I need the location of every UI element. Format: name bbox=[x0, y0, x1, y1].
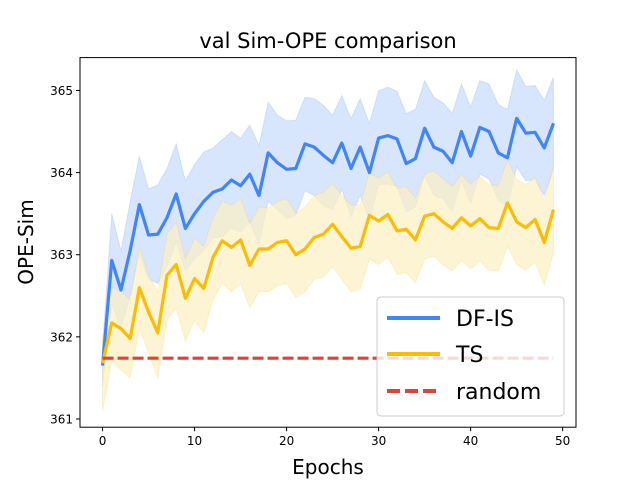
x-tick-label: 20 bbox=[279, 434, 294, 448]
plot-area: 0 10 20 30 40 50 361 362 363 364 365 bbox=[50, 57, 577, 448]
y-axis-label: OPE-Sim bbox=[14, 199, 38, 284]
x-axis-label: Epochs bbox=[292, 455, 364, 479]
series-line-ts bbox=[100, 201, 555, 364]
series-line-df-is bbox=[100, 116, 555, 366]
y-tick-label: 363 bbox=[50, 248, 73, 262]
y-tick-label: 361 bbox=[50, 412, 73, 426]
legend-label-random: random bbox=[456, 380, 541, 405]
y-tick-label: 364 bbox=[50, 166, 73, 180]
legend-box bbox=[376, 296, 565, 417]
y-tick-label: 365 bbox=[50, 84, 73, 98]
x-axis-ticks: 0 10 20 30 40 50 bbox=[99, 427, 570, 448]
plot-frame bbox=[79, 57, 577, 428]
x-tick-label: 10 bbox=[187, 434, 202, 448]
legend-label-ts: TS bbox=[455, 343, 483, 368]
legend-label-df-is: DF-IS bbox=[456, 307, 514, 332]
band-ts bbox=[102, 158, 554, 411]
y-tick-label: 362 bbox=[50, 330, 73, 344]
x-tick-label: 50 bbox=[555, 434, 570, 448]
legend: DF-IS TS random bbox=[376, 296, 565, 417]
x-tick-label: 0 bbox=[99, 434, 107, 448]
y-axis-ticks: 361 362 363 364 365 bbox=[50, 84, 80, 426]
x-tick-label: 40 bbox=[463, 434, 478, 448]
chart-title: val Sim-OPE comparison bbox=[199, 29, 456, 53]
x-tick-label: 30 bbox=[371, 434, 386, 448]
